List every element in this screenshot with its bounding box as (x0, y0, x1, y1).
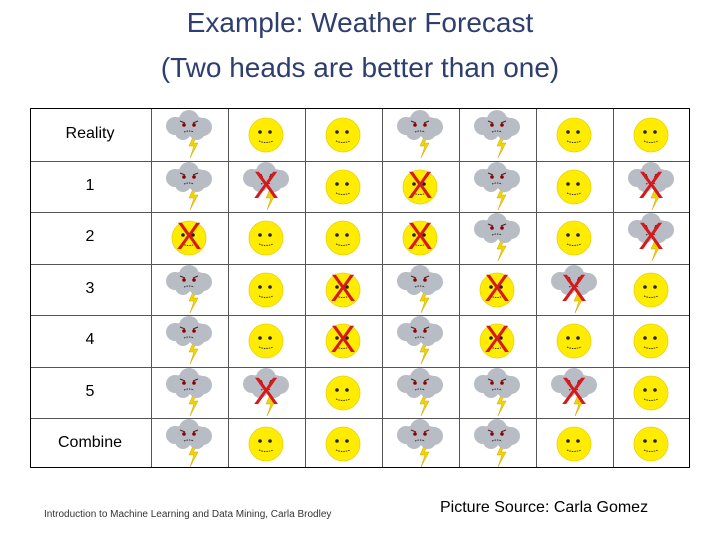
storm-cloud-icon (461, 110, 533, 160)
row-label: 3 (85, 280, 95, 297)
storm-cloud-icon (153, 368, 225, 418)
sun-smiley-icon (230, 110, 302, 160)
sun-smiley-icon (230, 265, 302, 315)
wrong-prediction-mark: X (330, 268, 356, 310)
row-label: Reality (65, 125, 115, 142)
sun-smiley-icon (307, 213, 379, 263)
storm-cloud-icon: X (230, 162, 302, 212)
row-label: 5 (85, 383, 95, 400)
column-divider (305, 109, 306, 467)
sun-smiley-icon (307, 110, 379, 160)
title-line-2: (Two heads are better than one) (160, 52, 560, 83)
title-line-1: Example: Weather Forecast (186, 7, 534, 38)
storm-cloud-icon: X (230, 368, 302, 418)
storm-cloud-icon (461, 419, 533, 469)
sun-smiley-icon: X (461, 265, 533, 315)
wrong-prediction-mark: X (561, 268, 587, 310)
column-divider (151, 109, 152, 467)
sun-smiley-icon (615, 316, 687, 366)
sun-smiley-icon: X (461, 316, 533, 366)
sun-smiley-icon (538, 316, 610, 366)
column-divider (382, 109, 383, 467)
storm-cloud-icon: X (538, 368, 610, 418)
storm-cloud-icon (153, 110, 225, 160)
wrong-prediction-mark: X (253, 165, 279, 207)
storm-cloud-icon (461, 213, 533, 263)
sun-smiley-icon: X (307, 265, 379, 315)
row-divider (31, 315, 689, 316)
sun-smiley-icon (307, 368, 379, 418)
storm-cloud-icon: X (615, 213, 687, 263)
storm-cloud-icon (153, 162, 225, 212)
sun-smiley-icon (230, 213, 302, 263)
sun-smiley-icon (230, 316, 302, 366)
row-divider (31, 264, 689, 265)
wrong-prediction-mark: X (561, 371, 587, 413)
storm-cloud-icon (384, 419, 456, 469)
column-divider (613, 109, 614, 467)
storm-cloud-icon (384, 265, 456, 315)
sun-smiley-icon (307, 419, 379, 469)
row-divider (31, 161, 689, 162)
forecast-grid: Reality 1 X X X 2 X X X 3 X X X 4 X X 5 X X Combine (30, 108, 690, 468)
storm-cloud-icon (153, 316, 225, 366)
row-divider (31, 212, 689, 213)
sun-smiley-icon (615, 368, 687, 418)
wrong-prediction-mark: X (407, 165, 433, 207)
sun-smiley-icon: X (153, 213, 225, 263)
column-divider (228, 109, 229, 467)
sun-smiley-icon (615, 419, 687, 469)
wrong-prediction-mark: X (484, 268, 510, 310)
sun-smiley-icon (230, 419, 302, 469)
wrong-prediction-mark: X (484, 319, 510, 361)
row-label: 4 (85, 331, 95, 348)
sun-smiley-icon: X (384, 213, 456, 263)
sun-smiley-icon (615, 110, 687, 160)
storm-cloud-icon (384, 316, 456, 366)
wrong-prediction-mark: X (638, 216, 664, 258)
storm-cloud-icon (153, 265, 225, 315)
wrong-prediction-mark: X (253, 371, 279, 413)
wrong-prediction-mark: X (330, 319, 356, 361)
row-label: Combine (57, 434, 123, 451)
storm-cloud-icon: X (615, 162, 687, 212)
sun-smiley-icon (538, 162, 610, 212)
column-divider (536, 109, 537, 467)
sun-smiley-icon (307, 162, 379, 212)
row-label: 1 (85, 177, 95, 194)
column-divider (459, 109, 460, 467)
sun-smiley-icon (538, 213, 610, 263)
storm-cloud-icon: X (538, 265, 610, 315)
wrong-prediction-mark: X (176, 216, 202, 258)
wrong-prediction-mark: X (638, 165, 664, 207)
storm-cloud-icon (384, 110, 456, 160)
sun-smiley-icon: X (384, 162, 456, 212)
storm-cloud-icon (461, 368, 533, 418)
sun-smiley-icon (538, 419, 610, 469)
sun-smiley-icon (615, 265, 687, 315)
row-divider (31, 418, 689, 419)
row-label: 2 (85, 228, 95, 245)
storm-cloud-icon (384, 368, 456, 418)
wrong-prediction-mark: X (407, 216, 433, 258)
footer-course-credit: Introduction to Machine Learning and Dat… (44, 509, 332, 520)
storm-cloud-icon (461, 162, 533, 212)
storm-cloud-icon (153, 419, 225, 469)
sun-smiley-icon: X (307, 316, 379, 366)
sun-smiley-icon (538, 110, 610, 160)
row-divider (31, 367, 689, 368)
footer-picture-source: Picture Source: Carla Gomez (440, 499, 649, 516)
